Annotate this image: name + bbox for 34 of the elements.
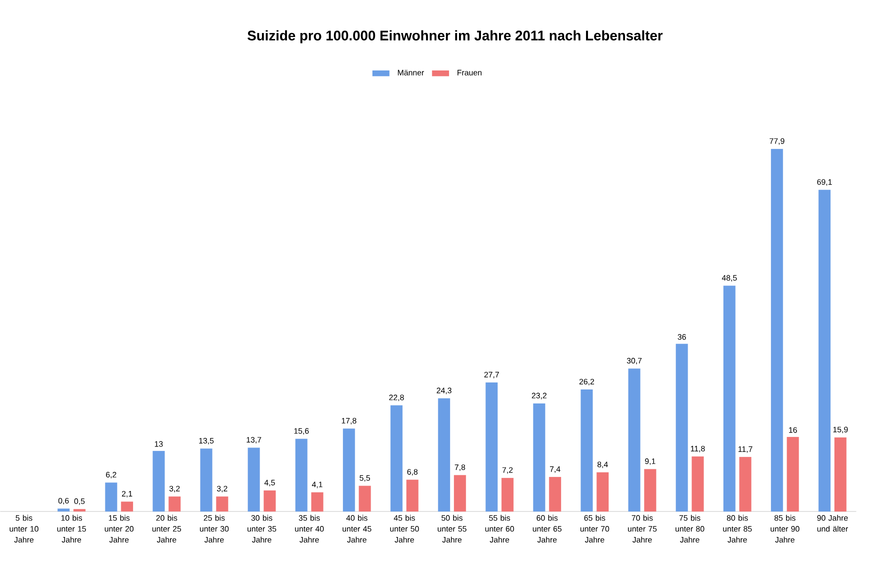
- bar: [739, 456, 752, 512]
- bar: [248, 448, 260, 512]
- bar: [596, 472, 609, 512]
- bar: [454, 475, 466, 512]
- bar: [358, 486, 371, 512]
- bar: [692, 456, 704, 512]
- bar: [342, 428, 355, 512]
- bar: [311, 492, 324, 512]
- bar: [834, 437, 846, 512]
- bar: [533, 403, 546, 512]
- bar: [676, 344, 688, 512]
- bar: [216, 496, 228, 512]
- bar: [168, 496, 181, 512]
- bar: [723, 286, 736, 512]
- bar: [406, 480, 418, 512]
- bar: [818, 190, 831, 512]
- bar: [264, 490, 276, 512]
- bar: [580, 389, 593, 512]
- bar: [644, 469, 656, 512]
- bar: [58, 508, 70, 512]
- bar: [121, 502, 134, 512]
- bar: [152, 450, 165, 512]
- bar: [501, 478, 514, 512]
- bar: [770, 148, 783, 512]
- bar: [486, 382, 498, 512]
- bar: [628, 368, 640, 512]
- bar: [786, 436, 799, 512]
- bar: [295, 438, 308, 512]
- bar: [105, 482, 118, 512]
- bar: [438, 398, 450, 512]
- bar: [200, 448, 212, 512]
- chart-title: Suizide pro 100.000 Einwohner im Jahre 2011 nach Lebensalter: [248, 30, 663, 44]
- bar: [549, 476, 562, 512]
- bar: [390, 405, 403, 512]
